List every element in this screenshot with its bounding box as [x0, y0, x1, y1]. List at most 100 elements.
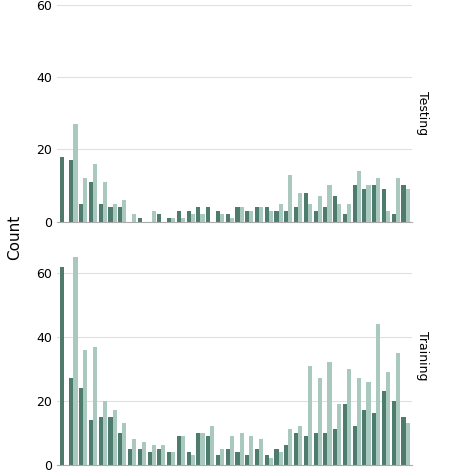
Bar — [216, 211, 220, 222]
Bar — [328, 363, 331, 465]
Bar — [152, 446, 156, 465]
Bar — [353, 426, 357, 465]
Bar — [255, 448, 259, 465]
Bar — [396, 178, 400, 222]
Bar — [382, 391, 386, 465]
Bar — [264, 455, 269, 465]
Bar — [382, 189, 386, 222]
Bar — [401, 417, 406, 465]
Bar — [142, 442, 146, 465]
Bar — [187, 211, 191, 222]
Bar — [69, 378, 73, 465]
Bar — [230, 218, 234, 222]
Bar — [196, 433, 201, 465]
Bar — [323, 207, 328, 222]
Bar — [376, 324, 380, 465]
Bar — [255, 207, 259, 222]
Bar — [112, 410, 117, 465]
Bar — [313, 433, 318, 465]
Bar — [264, 207, 269, 222]
Bar — [245, 455, 249, 465]
Bar — [245, 211, 249, 222]
Bar — [372, 413, 376, 465]
Bar — [138, 448, 142, 465]
Bar — [220, 214, 224, 222]
Bar — [138, 218, 142, 222]
Bar — [363, 410, 366, 465]
Bar — [318, 196, 322, 222]
Bar — [177, 436, 181, 465]
Bar — [181, 218, 185, 222]
Bar — [206, 436, 210, 465]
Bar — [99, 417, 103, 465]
Bar — [401, 185, 406, 222]
Bar — [313, 211, 318, 222]
Bar — [122, 423, 127, 465]
Bar — [171, 452, 175, 465]
Bar — [99, 203, 103, 222]
Bar — [392, 214, 396, 222]
Bar — [171, 218, 175, 222]
Bar — [79, 388, 83, 465]
Bar — [103, 182, 107, 222]
Bar — [353, 185, 357, 222]
Bar — [230, 436, 234, 465]
Bar — [259, 207, 263, 222]
Bar — [333, 429, 337, 465]
Bar — [343, 404, 347, 465]
Bar — [274, 211, 279, 222]
Bar — [210, 426, 214, 465]
Bar — [269, 458, 273, 465]
Bar — [249, 211, 254, 222]
Bar — [333, 196, 337, 222]
Bar — [357, 171, 361, 222]
Text: Count: Count — [7, 214, 22, 260]
Bar — [73, 257, 78, 465]
Bar — [60, 267, 64, 465]
Bar — [284, 446, 288, 465]
Bar — [406, 423, 410, 465]
Bar — [288, 429, 292, 465]
Bar — [226, 214, 230, 222]
Bar — [279, 452, 283, 465]
Text: Testing: Testing — [416, 91, 429, 135]
Bar — [249, 436, 254, 465]
Bar — [118, 207, 122, 222]
Bar — [239, 433, 244, 465]
Bar — [337, 404, 341, 465]
Bar — [196, 207, 201, 222]
Bar — [83, 350, 87, 465]
Bar — [83, 178, 87, 222]
Bar — [132, 214, 136, 222]
Bar — [152, 211, 156, 222]
Bar — [118, 433, 122, 465]
Bar — [201, 433, 205, 465]
Bar — [181, 436, 185, 465]
Bar — [157, 448, 161, 465]
Bar — [406, 189, 410, 222]
Bar — [279, 203, 283, 222]
Bar — [347, 369, 351, 465]
Bar — [128, 448, 132, 465]
Bar — [236, 452, 239, 465]
Bar — [366, 185, 371, 222]
Bar — [298, 426, 302, 465]
Bar — [109, 417, 112, 465]
Bar — [386, 211, 390, 222]
Bar — [294, 433, 298, 465]
Bar — [269, 211, 273, 222]
Bar — [109, 207, 112, 222]
Bar — [69, 160, 73, 222]
Bar — [308, 365, 312, 465]
Bar — [60, 156, 64, 222]
Bar — [308, 203, 312, 222]
Bar — [284, 211, 288, 222]
Bar — [304, 193, 308, 222]
Bar — [239, 207, 244, 222]
Bar — [363, 189, 366, 222]
Bar — [112, 203, 117, 222]
Text: Training: Training — [416, 331, 429, 381]
Bar — [201, 214, 205, 222]
Bar — [372, 185, 376, 222]
Bar — [122, 200, 127, 222]
